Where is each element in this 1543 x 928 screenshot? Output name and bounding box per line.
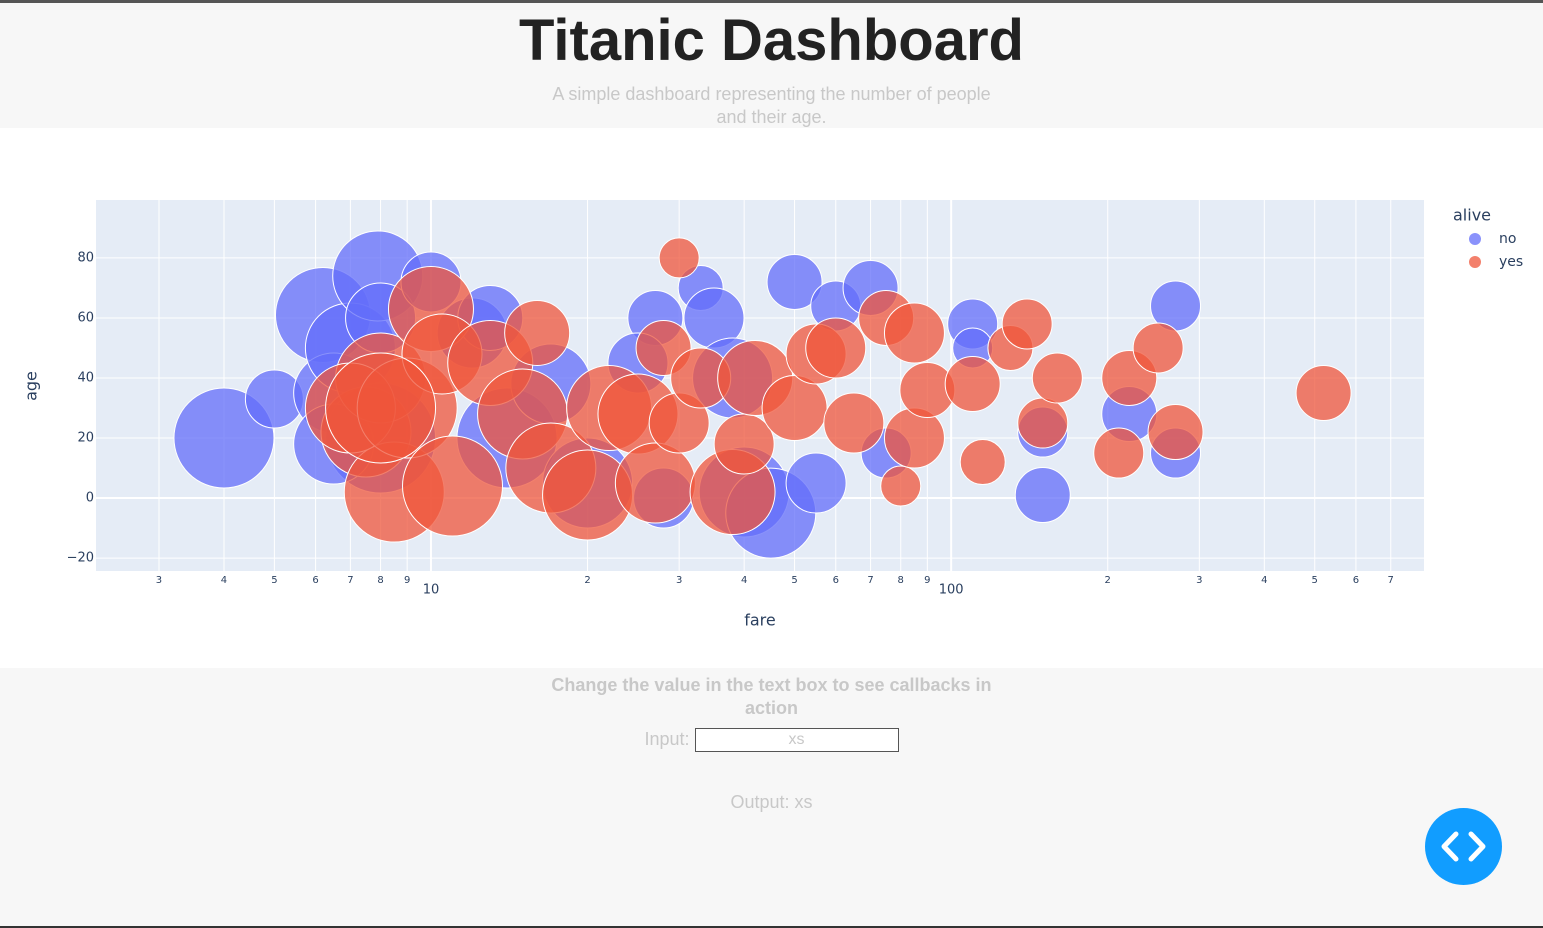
bubble bbox=[883, 302, 945, 364]
bubble bbox=[1147, 404, 1204, 461]
bubble bbox=[713, 413, 775, 475]
x-tick-label: 5 bbox=[271, 575, 277, 586]
y-axis-title: age bbox=[22, 371, 41, 401]
legend-title[interactable]: alive bbox=[1453, 206, 1491, 225]
legend-marker[interactable] bbox=[1469, 256, 1481, 268]
legend-label[interactable]: no bbox=[1499, 231, 1516, 247]
bubble bbox=[944, 355, 1001, 412]
page-title: Titanic Dashboard bbox=[519, 8, 1024, 73]
y-tick-label: 60 bbox=[77, 310, 94, 325]
prompt-text: Change the value in the text box to see … bbox=[551, 675, 992, 718]
bubble bbox=[805, 317, 867, 379]
x-tick-label: 9 bbox=[924, 575, 930, 586]
bubble bbox=[823, 392, 885, 454]
callback-form: Change the value in the text box to see … bbox=[0, 668, 1543, 813]
x-tick-label: 6 bbox=[312, 575, 318, 586]
bubble bbox=[325, 352, 437, 464]
text-input[interactable]: xs bbox=[694, 728, 899, 752]
y-tick-label: −20 bbox=[67, 551, 94, 566]
x-tick-label: 3 bbox=[1196, 575, 1202, 586]
bubble bbox=[883, 407, 945, 469]
x-tick-label: 4 bbox=[1261, 575, 1267, 586]
x-tick-label: 4 bbox=[741, 575, 747, 586]
x-tick-label: 2 bbox=[1105, 575, 1111, 586]
bubble bbox=[959, 439, 1006, 486]
x-tick-label: 3 bbox=[676, 575, 682, 586]
top-border bbox=[0, 0, 1543, 3]
code-icon-left bbox=[1441, 831, 1459, 862]
bubble bbox=[1132, 322, 1184, 374]
bubble bbox=[1295, 365, 1352, 422]
x-tick-label: 6 bbox=[833, 575, 839, 586]
bottom-border bbox=[0, 926, 1543, 928]
y-tick-label: 80 bbox=[77, 250, 94, 265]
x-tick-label: 5 bbox=[1312, 575, 1318, 586]
header: Titanic Dashboard A simple dashboard rep… bbox=[0, 3, 1543, 128]
bubble bbox=[785, 452, 847, 514]
bubble bbox=[1017, 397, 1069, 449]
x-tick-label: 4 bbox=[221, 575, 227, 586]
axes: 3 4 5 6 7 8 9 10 2 3 4 5 6 7 8 9 100 2 3 4 5 6 7 −20 0 20 40 60 80 bbox=[67, 250, 1394, 597]
bubble bbox=[1014, 467, 1071, 524]
chart-container: 3 4 5 6 7 8 9 10 2 3 4 5 6 7 8 9 100 2 3 4 5 6 7 −20 0 20 40 60 80 f… bbox=[0, 128, 1543, 668]
x-tick-label: 10 bbox=[423, 583, 440, 598]
x-tick-label: 3 bbox=[156, 575, 162, 586]
y-tick-label: 40 bbox=[77, 370, 94, 385]
x-tick-label: 5 bbox=[791, 575, 797, 586]
input-row: Input: xs bbox=[0, 728, 1543, 752]
y-tick-label: 20 bbox=[77, 431, 94, 446]
page-subtitle: A simple dashboard representing the numb… bbox=[552, 84, 991, 127]
bubble bbox=[504, 299, 571, 366]
y-tick-label: 0 bbox=[86, 491, 94, 506]
legend-label[interactable]: yes bbox=[1499, 254, 1523, 270]
bubble bbox=[614, 442, 696, 524]
bubble bbox=[880, 465, 922, 507]
x-tick-label: 8 bbox=[377, 575, 383, 586]
bubble bbox=[766, 253, 823, 310]
bubble bbox=[1001, 298, 1053, 350]
x-tick-label: 6 bbox=[1353, 575, 1359, 586]
chart: 3 4 5 6 7 8 9 10 2 3 4 5 6 7 8 9 100 2 3 4 5 6 7 −20 0 20 40 60 80 f… bbox=[22, 200, 1523, 630]
button-circle bbox=[1425, 808, 1502, 885]
bubble bbox=[761, 375, 828, 442]
x-tick-label: 7 bbox=[347, 575, 353, 586]
x-tick-label: 100 bbox=[939, 583, 964, 598]
x-tick-label: 9 bbox=[404, 575, 410, 586]
output-text: Output: xs bbox=[730, 792, 813, 812]
input-label: Input: bbox=[644, 728, 690, 749]
code-icon-right bbox=[1468, 831, 1486, 862]
marks bbox=[173, 230, 1352, 559]
bubble bbox=[402, 435, 504, 537]
x-tick-label: 8 bbox=[898, 575, 904, 586]
x-tick-label: 7 bbox=[867, 575, 873, 586]
bubble bbox=[1093, 427, 1145, 479]
bubble bbox=[1031, 352, 1083, 404]
debug-button[interactable] bbox=[1425, 808, 1502, 885]
x-axis-title: fare bbox=[744, 611, 776, 630]
x-tick-label: 7 bbox=[1388, 575, 1394, 586]
legend-marker[interactable] bbox=[1469, 233, 1481, 245]
x-tick-label: 2 bbox=[584, 575, 590, 586]
bubble bbox=[658, 237, 700, 279]
